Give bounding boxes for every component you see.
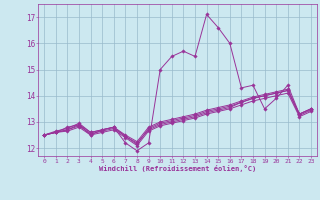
X-axis label: Windchill (Refroidissement éolien,°C): Windchill (Refroidissement éolien,°C) bbox=[99, 165, 256, 172]
